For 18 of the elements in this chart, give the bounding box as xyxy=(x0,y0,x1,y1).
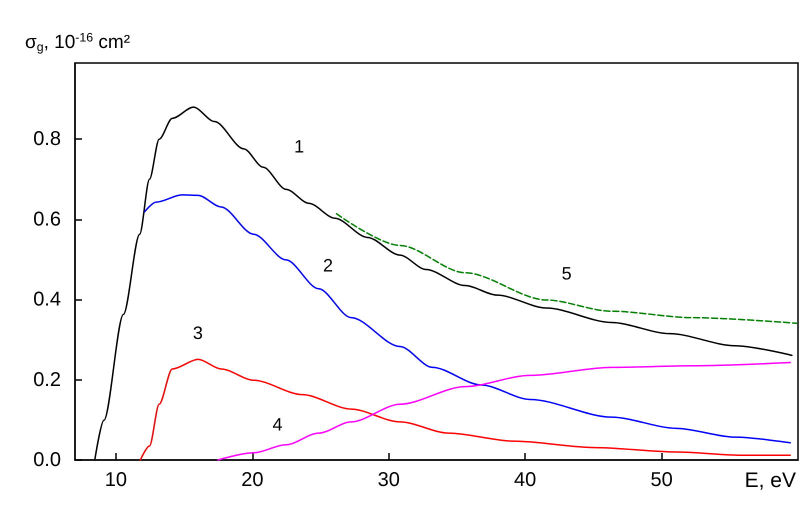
x-tick-label: 30 xyxy=(378,469,400,491)
series-label: 3 xyxy=(192,322,203,343)
line-series xyxy=(336,213,798,324)
series-label: 2 xyxy=(323,255,334,276)
series-label: 5 xyxy=(562,263,572,284)
y-tick-label: 0.6 xyxy=(33,208,61,230)
y-tick-label: 0.4 xyxy=(33,288,61,311)
y-tick-label: 0.2 xyxy=(33,368,61,391)
y-tick-label: 0.0 xyxy=(33,449,61,471)
series-label: 4 xyxy=(272,414,282,434)
x-axis-title: E, eV xyxy=(744,469,796,492)
y-tick-label: 0.8 xyxy=(33,128,61,150)
series-label: 1 xyxy=(294,136,304,156)
x-tick-label: 40 xyxy=(514,469,536,491)
x-tick-label: 20 xyxy=(241,469,264,491)
x-tick-label: 10 xyxy=(104,469,128,491)
x-tick-label: 50 xyxy=(650,469,673,491)
line-series xyxy=(144,194,791,444)
